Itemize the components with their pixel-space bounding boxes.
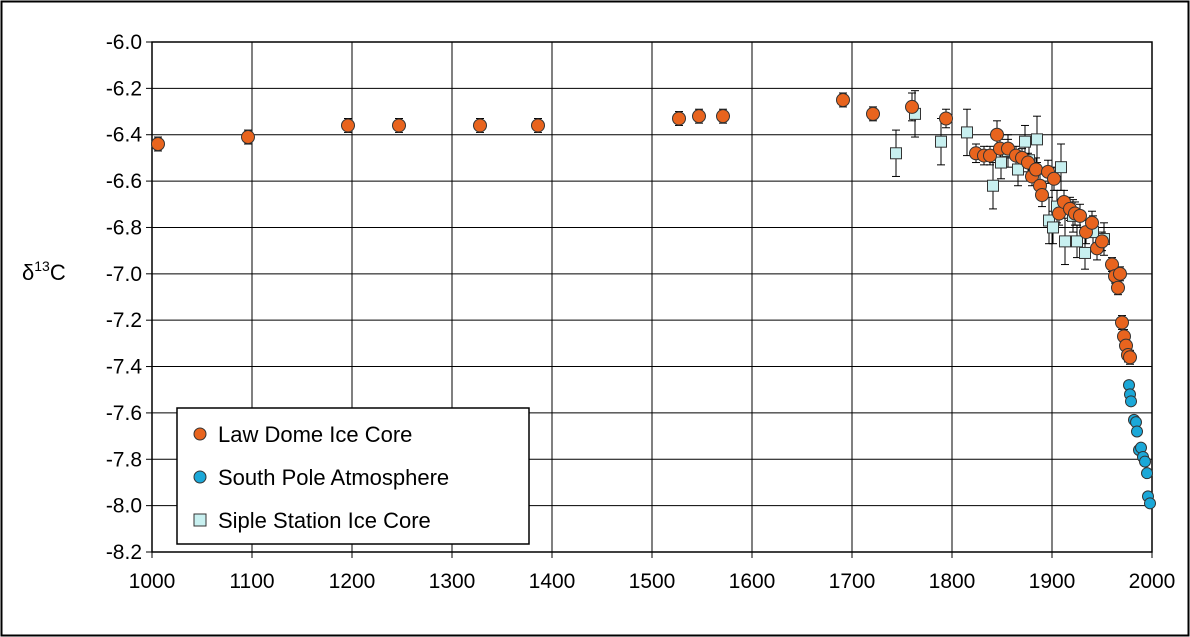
legend-label-siple: Siple Station Ice Core: [218, 508, 431, 533]
law-dome-point: [836, 92, 850, 107]
y-tick-label: -8.2: [106, 541, 142, 564]
legend: Law Dome Ice Core South Pole Atmosphere …: [176, 407, 530, 545]
y-tick-label: -7.2: [106, 309, 142, 332]
x-tick-label: 1200: [329, 570, 376, 593]
law-dome-point: [866, 106, 880, 121]
y-tick-label: -7.6: [106, 402, 142, 425]
x-tick-label: 1900: [1029, 570, 1076, 593]
south-pole-point: [1125, 395, 1137, 408]
law-dome-point: [905, 99, 919, 114]
y-tick-labels: -6.0 -6.2 -6.4 -6.6 -6.8 -7.0 -7.2 -7.4 -7.6 -7.8…: [106, 31, 143, 564]
x-tick-label: 1000: [129, 570, 176, 593]
siple-point: [995, 156, 1007, 169]
law-dome-point: [1085, 215, 1099, 230]
y-tick-label: -6.4: [106, 124, 143, 147]
law-dome-point: [341, 118, 355, 133]
south-pole-point: [1144, 497, 1156, 510]
law-dome-point: [392, 118, 406, 133]
law-dome-point: [983, 148, 997, 163]
law-dome-point: [1035, 188, 1049, 202]
siple-point: [1047, 221, 1059, 234]
law-dome-point: [990, 127, 1004, 142]
legend-label-south-pole: South Pole Atmosphere: [218, 465, 449, 490]
law-dome-point: [939, 111, 953, 126]
x-tick-label: 1700: [829, 570, 876, 593]
legend-box: [176, 407, 530, 545]
y-tick-label: -6.2: [106, 77, 142, 100]
south-pole-point: [1131, 425, 1143, 438]
law-dome-point: [531, 118, 545, 133]
x-tick-label: 2000: [1129, 570, 1176, 593]
law-dome-point: [1111, 280, 1125, 295]
siple-point: [1012, 163, 1024, 176]
y-tick-label: -7.8: [106, 448, 142, 471]
legend-marker-siple: [193, 513, 207, 527]
y-tick-label: -7.0: [106, 263, 142, 286]
x-tick-label: 1600: [729, 570, 776, 593]
law-dome-point: [1047, 171, 1061, 186]
siple-point: [1079, 246, 1091, 259]
siple-point: [935, 135, 947, 148]
y-axis-label: δ13C: [22, 258, 66, 285]
siple-point: [961, 126, 973, 139]
y-tick-label: -7.4: [106, 356, 143, 379]
law-dome-point: [473, 118, 487, 133]
y-tick-label: -6.0: [106, 31, 142, 54]
law-dome-point: [1073, 208, 1087, 223]
x-tick-label: 1100: [229, 570, 274, 593]
siple-point: [1019, 135, 1031, 148]
y-tick-label: -8.0: [106, 495, 142, 518]
legend-marker-law-dome: [193, 427, 207, 441]
law-dome-point: [672, 111, 686, 126]
plot-area-border: [151, 41, 1153, 553]
south-pole-point: [1141, 467, 1153, 480]
law-dome-point: [241, 130, 255, 145]
law-dome-point: [1115, 315, 1129, 330]
siple-point: [1059, 235, 1071, 248]
siple-point: [890, 147, 902, 160]
legend-marker-south-pole: [193, 470, 207, 484]
law-dome-point: [1029, 162, 1043, 177]
south-pole-point: [1139, 455, 1151, 468]
x-tick-label: 1400: [529, 570, 576, 593]
x-tick-label: 1800: [929, 570, 976, 593]
y-tick-label: -6.6: [106, 170, 142, 193]
siple-point: [1055, 161, 1067, 174]
x-tick-label: 1500: [629, 570, 676, 593]
legend-label-law-dome: Law Dome Ice Core: [218, 422, 412, 447]
siple-point: [1071, 235, 1083, 248]
law-dome-point: [151, 137, 165, 151]
law-dome-point: [692, 109, 706, 124]
siple-point: [987, 179, 999, 192]
data-points: [151, 92, 1156, 510]
x-tick-labels: 1000 1100 1200 1300 1400 1500 1600 1700 1800 1900…: [129, 570, 1176, 593]
law-dome-point: [1095, 234, 1109, 249]
law-dome-point: [1113, 266, 1127, 281]
law-dome-point: [716, 109, 730, 124]
x-tick-label: 1300: [429, 570, 476, 593]
y-tick-label: -6.8: [106, 216, 142, 239]
siple-point: [1031, 133, 1043, 146]
law-dome-point: [1123, 350, 1137, 365]
